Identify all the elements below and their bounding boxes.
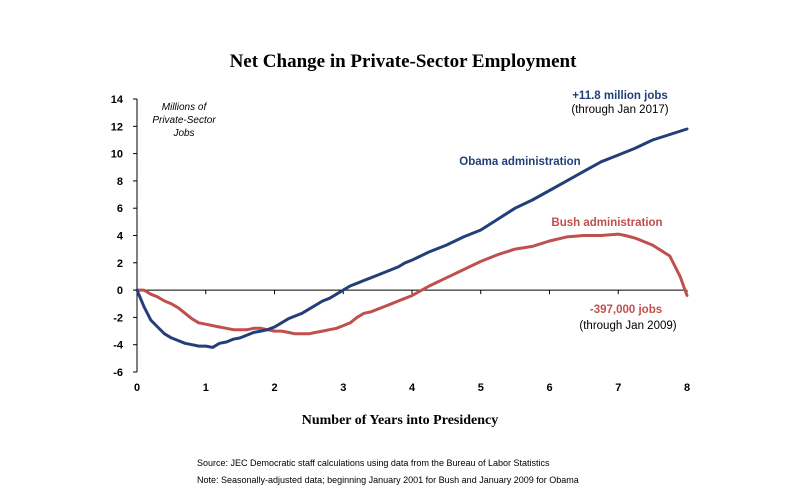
bush-series-label: Bush administration xyxy=(551,217,662,229)
y-tick-label: -4 xyxy=(113,340,124,352)
x-tick-label: 2 xyxy=(271,382,277,394)
y-tick-label: 0 xyxy=(117,285,123,297)
x-tick-label: 8 xyxy=(684,382,690,394)
y-tick-label: 10 xyxy=(111,149,123,161)
x-axis-label: Number of Years into Presidency xyxy=(302,413,499,428)
series-lines xyxy=(135,127,689,349)
x-tick-label: 5 xyxy=(478,382,484,394)
x-tick-label: 3 xyxy=(340,382,346,394)
bush-series-line xyxy=(135,232,689,336)
y-unit-line: Jobs xyxy=(172,128,194,139)
y-tick-label: 4 xyxy=(117,231,124,243)
y-tick-label: 12 xyxy=(111,121,123,133)
x-tick-label: 0 xyxy=(134,382,140,394)
y-tick-label: -2 xyxy=(113,312,123,324)
y-tick-label: -6 xyxy=(113,367,123,379)
bush-total-label: -397,000 jobs xyxy=(590,304,662,316)
obama-series-label: Obama administration xyxy=(459,156,580,168)
y-tick-label: 8 xyxy=(117,176,123,188)
x-tick-label: 4 xyxy=(409,382,416,394)
y-tick-label: 2 xyxy=(117,258,123,270)
y-axis-unit-label: Millions of Private-Sector Jobs xyxy=(152,102,216,139)
x-tick-label: 6 xyxy=(546,382,552,394)
data-note: Note: Seasonally-adjusted data; beginnin… xyxy=(197,475,579,485)
source-note: Source: JEC Democratic staff calculation… xyxy=(197,458,550,468)
y-unit-line: Private-Sector xyxy=(152,115,216,126)
y-unit-line: Millions of xyxy=(162,102,208,113)
y-tick-label: 14 xyxy=(111,94,124,106)
chart-title: Net Change in Private-Sector Employment xyxy=(230,51,578,72)
x-tick-label: 1 xyxy=(203,382,209,394)
bush-through-label: (through Jan 2009) xyxy=(579,320,676,332)
obama-series-line xyxy=(135,127,689,349)
x-tick-label: 7 xyxy=(615,382,621,394)
obama-total-label: +11.8 million jobs xyxy=(572,90,668,102)
obama-through-label: (through Jan 2017) xyxy=(571,104,668,116)
y-tick-label: 6 xyxy=(117,203,123,215)
